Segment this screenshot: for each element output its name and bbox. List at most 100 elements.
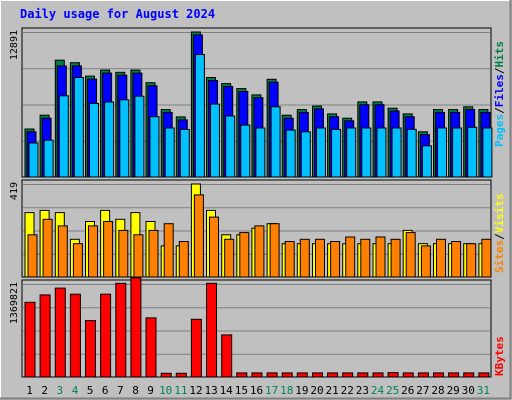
bar-pages: [406, 128, 417, 178]
day-label: 22: [341, 384, 354, 397]
day-label: 17: [265, 384, 278, 397]
bar-kbytes: [417, 372, 429, 378]
bar-pages: [119, 99, 130, 178]
day-label: 14: [220, 384, 234, 397]
day-label: 18: [280, 384, 293, 397]
bar-pages: [179, 128, 190, 178]
bar-sites: [284, 241, 295, 278]
bar-kbytes: [236, 372, 248, 378]
bar-kbytes: [357, 372, 369, 378]
bar-sites: [345, 236, 356, 278]
day-label: 24: [371, 384, 385, 397]
day-label: 8: [132, 384, 139, 397]
bar-kbytes: [24, 301, 36, 378]
bar-sites: [193, 194, 204, 278]
bar-sites: [224, 238, 235, 278]
day-label: 5: [87, 384, 94, 397]
day-label: 13: [204, 384, 217, 397]
bar-pages: [316, 127, 326, 178]
day-label: 11: [174, 384, 187, 397]
bar-sites: [269, 223, 280, 278]
bar-kbytes: [130, 277, 142, 378]
bar-kbytes: [69, 293, 81, 378]
bar-pages: [28, 142, 39, 178]
bar-kbytes: [145, 317, 157, 378]
side-label-sites: Sites: [493, 240, 506, 273]
day-label: 16: [250, 384, 263, 397]
y-max-label: 12891: [9, 30, 20, 60]
day-label: 2: [41, 384, 48, 397]
bar-sites: [103, 221, 114, 278]
day-label: 9: [147, 384, 154, 397]
day-label: 3: [56, 384, 63, 397]
bar-pages: [73, 77, 84, 178]
bar-sites: [420, 245, 431, 278]
side-label-visits: Visits: [493, 194, 506, 234]
bar-kbytes: [39, 294, 51, 378]
bar-pages: [134, 95, 145, 178]
bar-pages: [467, 126, 478, 178]
bar-kbytes: [175, 372, 187, 378]
day-label: 12: [189, 384, 202, 397]
bar-pages: [391, 127, 402, 178]
side-label-pages: Pages: [493, 114, 506, 147]
y-max-label: 1369821: [9, 282, 20, 324]
bar-pages: [346, 127, 357, 178]
bar-kbytes: [206, 282, 217, 378]
day-label: 20: [310, 384, 323, 397]
bar-pages: [164, 127, 175, 178]
bar-sites: [178, 241, 189, 278]
bar-pages: [361, 127, 372, 178]
bar-kbytes: [251, 372, 263, 378]
day-label: 25: [386, 384, 399, 397]
day-label: 27: [416, 384, 429, 397]
chart-title: Daily usage for August 2024: [20, 7, 215, 21]
bar-sites: [239, 232, 250, 278]
bar-kbytes: [463, 372, 475, 378]
bar-sites: [209, 216, 219, 278]
bar-pages: [285, 129, 296, 178]
day-label: 15: [235, 384, 248, 397]
bar-kbytes: [327, 372, 339, 378]
bar-kbytes: [85, 320, 96, 378]
day-label: 23: [356, 384, 369, 397]
bar-sites: [72, 243, 83, 278]
bar-sites: [88, 225, 98, 278]
bar-sites: [405, 232, 416, 278]
day-label: 4: [72, 384, 79, 397]
bar-sites: [27, 234, 38, 278]
side-label-kbytes: KBytes: [493, 336, 506, 376]
bar-kbytes: [115, 282, 127, 378]
bar-sites: [436, 238, 446, 278]
day-label: 28: [431, 384, 444, 397]
day-label: 26: [401, 384, 414, 397]
day-label: 6: [102, 384, 109, 397]
bar-pages: [225, 115, 236, 178]
bar-pages: [58, 95, 69, 178]
bar-kbytes: [312, 372, 323, 378]
bar-sites: [481, 238, 492, 278]
bar-kbytes: [372, 372, 384, 378]
bar-sites: [390, 238, 401, 278]
bar-sites: [57, 225, 68, 278]
day-label: 21: [325, 384, 338, 397]
bar-kbytes: [387, 372, 399, 378]
bar-kbytes: [221, 334, 233, 378]
bar-sites: [118, 229, 129, 278]
bar-pages: [240, 124, 251, 178]
bar-kbytes: [433, 372, 444, 378]
bar-pages: [376, 127, 387, 178]
bar-pages: [149, 116, 160, 178]
bar-pages: [331, 128, 342, 178]
bar-sites: [360, 238, 371, 278]
labels-layer: 128914191369821Pages/Files/HitsSites/Vis…: [9, 30, 506, 397]
bar-sites: [148, 229, 159, 278]
bar-kbytes: [266, 372, 278, 378]
bar-sites: [330, 241, 341, 278]
side-label: Sites/Visits: [493, 194, 506, 274]
day-label: 1: [26, 384, 33, 397]
bar-pages: [270, 106, 281, 178]
bar-pages: [437, 127, 447, 178]
bar-kbytes: [296, 372, 308, 378]
